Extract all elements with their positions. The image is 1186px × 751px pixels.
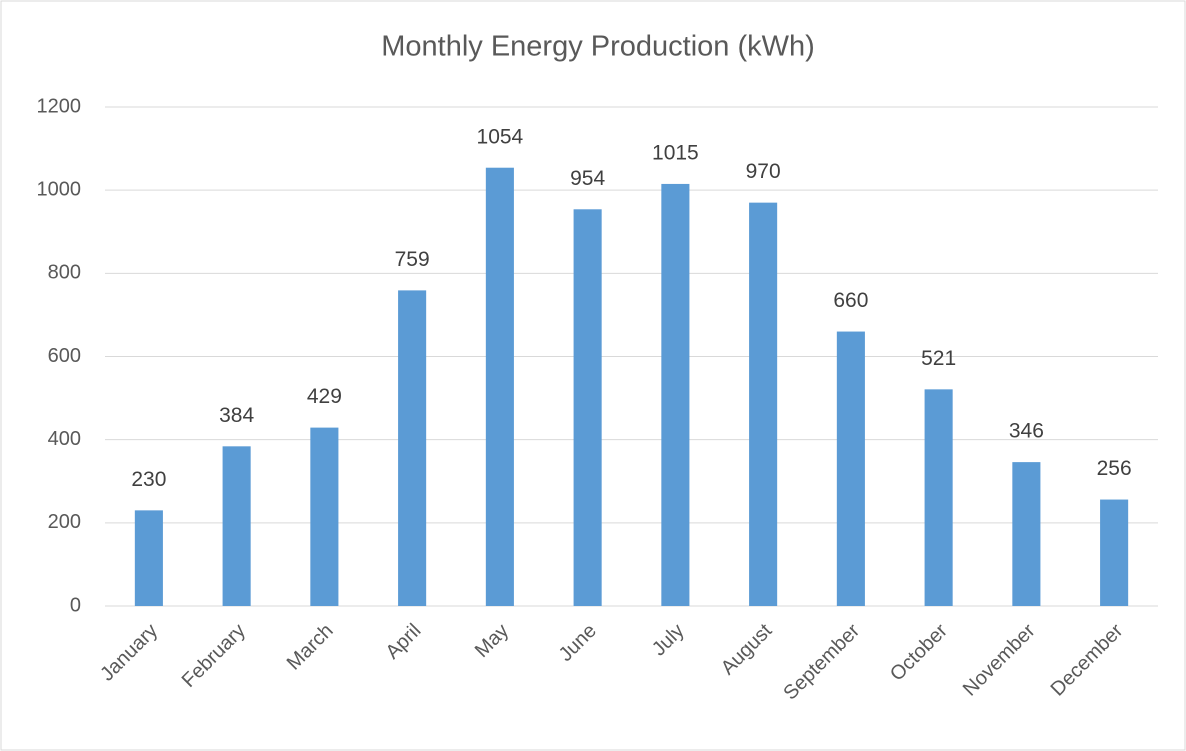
- data-label: 759: [395, 248, 430, 271]
- y-tick-label: 600: [48, 345, 81, 367]
- y-tick-label: 1000: [37, 178, 82, 200]
- data-label: 346: [1009, 420, 1044, 443]
- data-label: 1015: [652, 141, 699, 164]
- bar: [749, 202, 778, 606]
- bar: [485, 167, 514, 606]
- data-label: 970: [746, 160, 781, 183]
- bar: [924, 389, 953, 606]
- data-label: 384: [219, 404, 254, 427]
- bar: [134, 510, 163, 606]
- bar: [1012, 462, 1041, 606]
- bar: [310, 427, 339, 606]
- y-tick-label: 200: [48, 511, 81, 533]
- bar: [661, 183, 690, 606]
- data-label: 521: [921, 347, 956, 370]
- chart-title: Monthly Energy Production (kWh): [381, 31, 815, 63]
- y-tick-label: 400: [48, 428, 81, 450]
- data-label: 954: [570, 167, 605, 190]
- data-label: 429: [307, 385, 342, 408]
- bar: [573, 209, 602, 607]
- data-label: 256: [1097, 457, 1132, 480]
- y-tick-label: 0: [70, 594, 81, 616]
- bar: [1100, 499, 1129, 606]
- bar: [836, 331, 865, 606]
- data-label: 660: [833, 289, 868, 312]
- data-label: 230: [131, 468, 166, 491]
- bar: [222, 446, 251, 606]
- y-tick-label: 1200: [37, 95, 82, 117]
- data-label: 1054: [477, 125, 524, 148]
- bar: [398, 290, 427, 606]
- y-tick-label: 800: [48, 262, 81, 284]
